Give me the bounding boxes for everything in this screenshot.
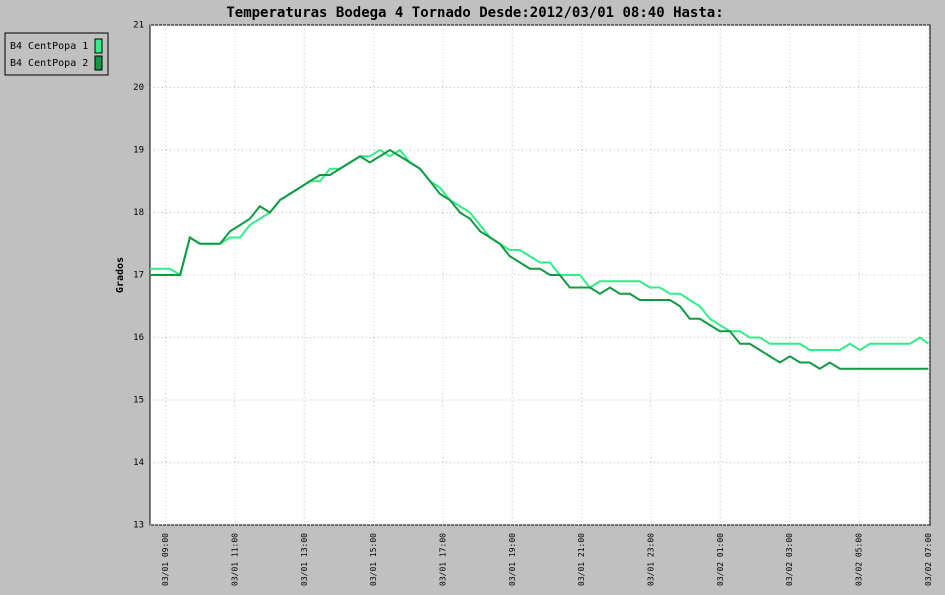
plot-area	[149, 24, 931, 526]
legend-label: B4 CentPopa 2	[10, 58, 88, 69]
x-tick-label: 03/01 11:00	[230, 533, 239, 586]
x-tick-label: 03/02 03:00	[785, 533, 794, 586]
legend-swatch	[94, 55, 103, 71]
legend-label: B4 CentPopa 1	[10, 41, 88, 52]
y-tick-label: 13	[133, 521, 144, 531]
x-tick-label: 03/02 05:00	[854, 533, 863, 586]
x-tick-label: 03/01 09:00	[161, 533, 170, 586]
x-tick-label: 03/01 13:00	[300, 533, 309, 586]
chart-title: Temperaturas Bodega 4 Tornado Desde:2012…	[226, 5, 723, 21]
x-tick-label: 03/01 15:00	[369, 533, 378, 586]
legend-swatch	[94, 38, 103, 54]
x-tick-label: 03/02 01:00	[716, 533, 725, 586]
x-tick-label: 03/01 23:00	[646, 533, 655, 586]
y-tick-label: 14	[133, 458, 144, 468]
y-axis-label: Grados	[115, 257, 126, 293]
x-tick-label: 03/01 17:00	[438, 533, 447, 586]
series-line	[150, 148, 929, 370]
y-tick-label: 16	[133, 333, 144, 343]
y-tick-label: 19	[133, 146, 144, 156]
y-tick-label: 21	[133, 21, 144, 31]
y-tick-label: 15	[133, 396, 144, 406]
legend	[4, 32, 109, 76]
y-tick-label: 17	[133, 271, 144, 281]
x-tick-label: 03/01 19:00	[508, 533, 517, 586]
x-tick-label: 03/01 21:00	[577, 533, 586, 586]
y-tick-label: 20	[133, 83, 144, 93]
y-tick-label: 18	[133, 208, 144, 218]
x-tick-label: 03/02 07:00	[924, 533, 933, 586]
